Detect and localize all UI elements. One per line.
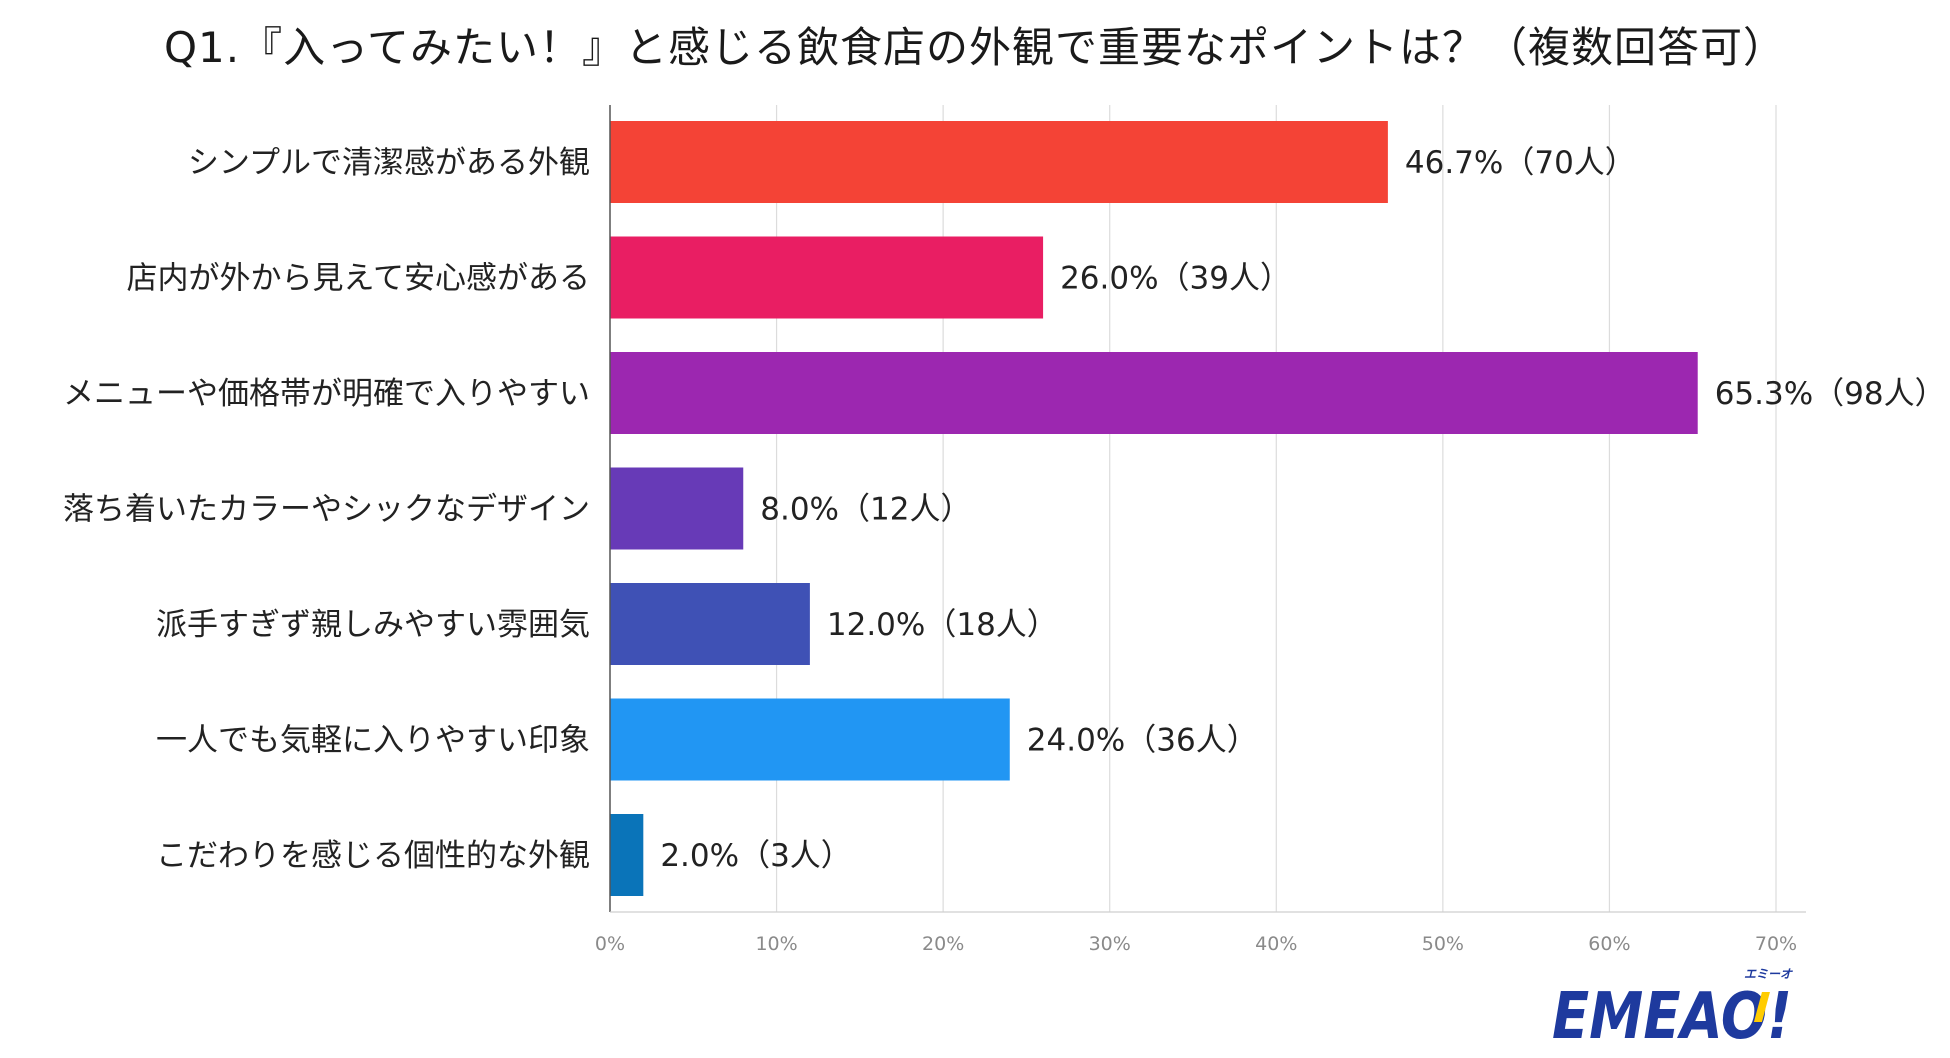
data-label: 2.0%（3人） — [660, 838, 851, 874]
category-label: こだわりを感じる個性的な外観 — [156, 838, 590, 874]
emeao-logo: エミーオ EMEAO! — [1552, 967, 1793, 1046]
bar — [610, 814, 644, 896]
data-labels: 46.7%（70人） 26.0%（39人） 65.3%（98人） 8.0%（12人） 1… — [660, 145, 1945, 874]
bar — [610, 236, 1044, 319]
data-label: 24.0%（36人） — [1027, 723, 1258, 759]
category-labels: シンプルで清潔感がある外観店内が外から見えて安心感があるメニューや価格帯が明確で… — [63, 145, 590, 874]
x-tick-label: 30% — [1089, 933, 1131, 955]
x-tick-label: 0% — [595, 933, 625, 955]
data-label: 65.3%（98人） — [1715, 376, 1946, 412]
category-label: 一人でも気軽に入りやすい印象 — [156, 723, 590, 759]
x-axis-ticks: 0% 10% 20% 30% 40% 50% 60% 70% — [595, 933, 1797, 955]
bar — [610, 121, 1388, 203]
data-label: 46.7%（70人） — [1405, 145, 1636, 181]
bar — [610, 352, 1698, 434]
bar — [610, 467, 744, 550]
logo-wordmark: EMEAO! — [1552, 980, 1792, 1046]
logo-accent — [1753, 992, 1770, 1022]
category-label: シンプルで清潔感がある外観 — [188, 145, 590, 181]
x-tick-label: 60% — [1588, 933, 1630, 955]
category-label: 派手すぎず親しみやすい雰囲気 — [156, 607, 590, 643]
x-tick-label: 40% — [1255, 933, 1297, 955]
chart-title: Q1.『入ってみたい！』と感じる飲食店の外観で重要なポイントは？（複数回答可） — [163, 23, 1787, 72]
category-label: 落ち着いたカラーやシックなデザイン — [63, 492, 590, 528]
data-label: 12.0%（18人） — [827, 607, 1058, 643]
x-tick-label: 70% — [1755, 933, 1797, 955]
bar — [610, 698, 1010, 781]
category-label: メニューや価格帯が明確で入りやすい — [63, 376, 590, 412]
bar — [610, 583, 810, 665]
x-tick-label: 20% — [922, 933, 964, 955]
x-tick-label: 50% — [1422, 933, 1464, 955]
category-label: 店内が外から見えて安心感がある — [127, 261, 590, 297]
data-label: 26.0%（39人） — [1060, 261, 1291, 297]
data-label: 8.0%（12人） — [760, 492, 971, 528]
x-tick-label: 10% — [755, 933, 797, 955]
bars — [610, 121, 1698, 896]
logo-ruby: エミーオ — [1744, 967, 1793, 981]
